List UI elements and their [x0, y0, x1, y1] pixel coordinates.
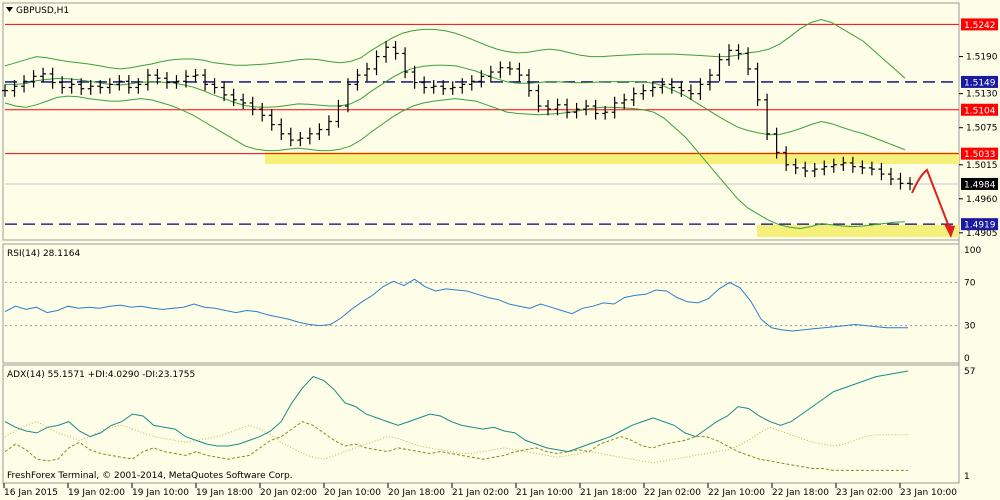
price-tick-label: 1.5075 — [966, 124, 998, 134]
adx-tick-label: 57 — [964, 367, 975, 377]
rsi-line — [4, 278, 908, 332]
rsi-title: RSI(14) 28.1164 — [7, 249, 80, 259]
forecast-arrowhead — [944, 224, 955, 238]
adx-minus-di-line — [4, 421, 908, 464]
symbol-menu-icon[interactable] — [6, 7, 13, 12]
level-label-1.4919: 1.4919 — [964, 221, 996, 231]
price-tick-label: 1.5190 — [966, 53, 998, 63]
level-label-1.5033: 1.5033 — [964, 150, 996, 160]
level-label-box — [961, 18, 998, 31]
time-tick-label: 19 Jan 10:00 — [132, 488, 189, 498]
adx-tick-label: 1 — [964, 472, 970, 482]
time-tick-label: 23 Jan 10:00 — [900, 488, 957, 498]
time-tick-label: 22 Jan 10:00 — [708, 488, 765, 498]
resistance-zone-highlight — [265, 152, 959, 164]
time-tick-label: 21 Jan 18:00 — [580, 488, 637, 498]
bollinger-middle-line — [5, 64, 906, 151]
rsi-tick-label: 100 — [964, 246, 981, 256]
adx-main-line — [4, 370, 909, 453]
adx-panel — [2, 364, 960, 484]
time-tick-label: 19 Jan 18:00 — [196, 488, 253, 498]
time-tick-label: 20 Jan 02:00 — [260, 488, 317, 498]
rsi-tick-label: 0 — [964, 354, 970, 364]
time-tick-label: 20 Jan 18:00 — [388, 488, 445, 498]
footer-copyright: FreshForex Terminal, © 2001-2014, MetaQu… — [7, 471, 293, 481]
rsi-tick-label: 30 — [964, 322, 976, 332]
support-zone-highlight — [757, 225, 959, 237]
price-tick-label: 1.4905 — [966, 229, 998, 239]
bollinger-lower-line — [4, 95, 906, 230]
time-tick-label: 22 Jan 02:00 — [644, 488, 701, 498]
level-label-1.5104: 1.5104 — [964, 106, 996, 116]
level-label-box — [961, 177, 998, 190]
time-tick-label: 22 Jan 18:00 — [772, 488, 829, 498]
price-tick-label: 1.5130 — [966, 90, 998, 100]
level-label-1.5149: 1.5149 — [964, 78, 996, 88]
time-tick-label: 21 Jan 10:00 — [516, 488, 573, 498]
time-tick-label: 20 Jan 10:00 — [324, 488, 381, 498]
level-label-box — [961, 147, 998, 160]
price-series — [2, 18, 959, 230]
price-tick-label: 1.4960 — [966, 195, 998, 205]
symbol-title: GBPUSD,H1 — [16, 6, 69, 16]
price-panel — [2, 2, 960, 241]
bollinger-upper-line — [4, 18, 906, 79]
time-tick-label: 23 Jan 02:00 — [836, 488, 893, 498]
level-label-1.5242: 1.5242 — [964, 21, 996, 31]
axis-labels: 1.5190 1.5130 1.5075 1.5015 1.4960 1.4905 1.52… — [3, 18, 998, 498]
adx-plus-di-line — [4, 421, 908, 471]
level-label-box — [961, 75, 998, 88]
adx-title: ADX(14) 55.1571 +DI:4.0290 -DI:23.1755 — [7, 370, 195, 380]
rsi-tick-label: 70 — [964, 278, 976, 288]
rsi-series — [4, 278, 957, 332]
time-tick-label: 19 Jan 02:00 — [68, 488, 125, 498]
forecast-arrow — [911, 168, 952, 233]
level-label-box — [961, 103, 998, 116]
rsi-panel — [2, 243, 960, 364]
level-label-box — [961, 218, 998, 231]
level-label-1.4984: 1.4984 — [964, 180, 996, 190]
adx-series — [4, 370, 909, 471]
price-tick-label: 1.5015 — [966, 161, 998, 171]
time-tick-label: 16 Jan 2015 — [4, 488, 58, 498]
time-tick-label: 21 Jan 02:00 — [452, 488, 509, 498]
